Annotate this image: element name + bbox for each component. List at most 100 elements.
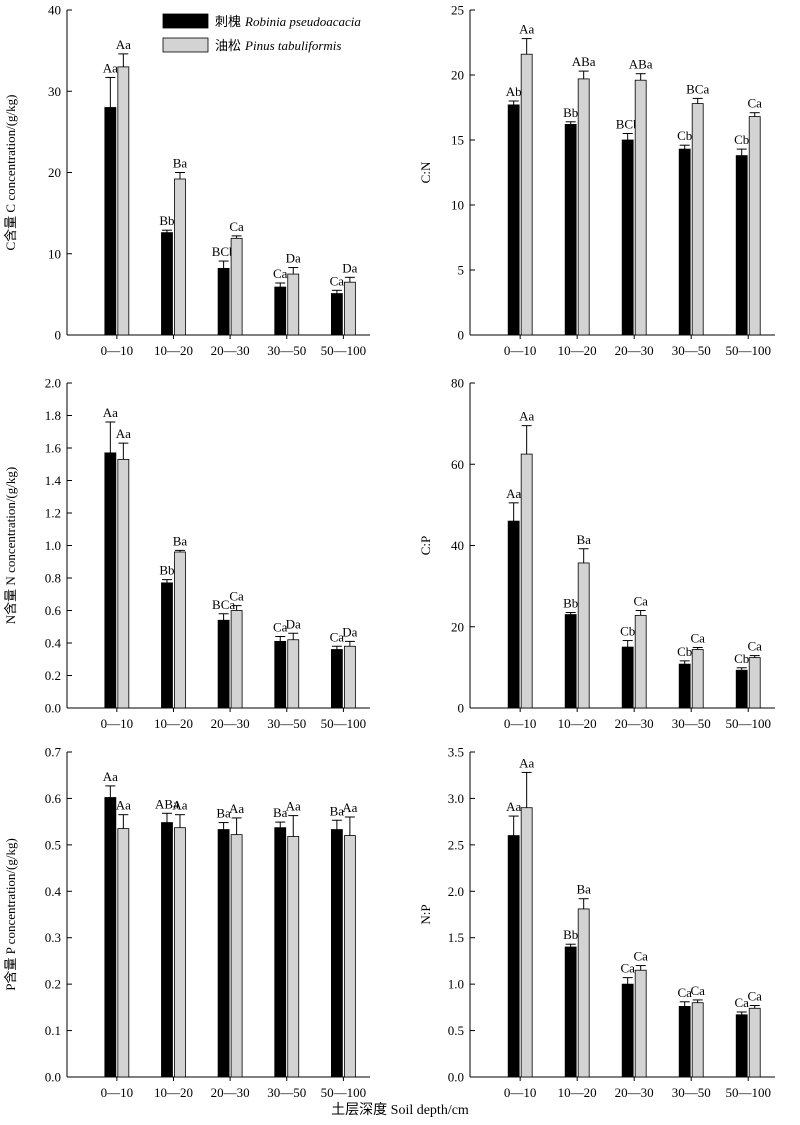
y-tick-label: 0.4 <box>45 884 62 899</box>
y-tick-label: 0.3 <box>45 930 61 945</box>
y-tick-label: 1.0 <box>45 538 61 553</box>
x-tick-label: 0—10 <box>504 716 537 731</box>
bar-pinus <box>748 1007 761 1078</box>
significance-label: Aa <box>342 800 357 815</box>
y-axis-label: N含量 N concentration/(g/kg) <box>3 467 18 624</box>
significance-label: Cb <box>734 651 749 666</box>
significance-label: Ba <box>330 803 345 818</box>
bar-robinia <box>217 267 230 336</box>
bar-robinia <box>104 797 117 1078</box>
bar-robinia <box>330 829 343 1078</box>
bar-pinus <box>343 281 356 336</box>
y-tick-label: 0.0 <box>45 1070 61 1085</box>
chart-panel-1: 0 10 20 30 40 C含量 C concentration/(g/kg) 0—10 A… <box>3 3 370 358</box>
significance-label: Ca <box>633 949 648 964</box>
significance-label: Cb <box>677 128 692 143</box>
significance-label: ABa <box>572 54 596 69</box>
y-tick-label: 2.0 <box>448 884 464 899</box>
bar-pinus <box>691 649 704 709</box>
y-tick-label: 10 <box>48 246 61 261</box>
bar-robinia <box>621 139 634 336</box>
significance-label: Aa <box>116 798 131 813</box>
bar-robinia <box>678 1006 691 1078</box>
bar-robinia <box>507 835 520 1078</box>
bar-pinus <box>520 453 533 709</box>
bar-pinus <box>577 78 590 336</box>
significance-label: Bb <box>159 563 174 578</box>
bar-robinia <box>735 669 748 709</box>
significance-label: Aa <box>519 409 534 424</box>
significance-label: Bb <box>563 927 578 942</box>
y-tick-label: 15 <box>451 133 464 148</box>
x-tick-label: 20—30 <box>211 343 250 358</box>
bar-robinia <box>104 452 117 709</box>
bar-pinus <box>174 178 186 336</box>
bar-robinia <box>507 520 520 709</box>
significance-label: Cb <box>677 644 692 659</box>
significance-label: Bb <box>159 213 174 228</box>
bar-pinus <box>520 53 533 336</box>
y-tick-label: 30 <box>48 84 61 99</box>
significance-label: Ca <box>677 985 692 1000</box>
x-tick-label: 10—20 <box>154 343 193 358</box>
x-tick-label: 10—20 <box>558 716 597 731</box>
x-tick-label: 20—30 <box>615 343 654 358</box>
bar-robinia <box>161 582 173 709</box>
significance-label: Aa <box>103 60 118 75</box>
significance-label: Cb <box>620 624 635 639</box>
y-axis-label: C:P <box>418 536 433 556</box>
bar-robinia <box>564 946 577 1078</box>
x-tick-label: 10—20 <box>558 1085 597 1100</box>
bar-pinus <box>117 458 130 709</box>
significance-label: Aa <box>506 486 521 501</box>
legend-swatch-pinus <box>162 37 209 53</box>
bar-pinus <box>520 807 533 1078</box>
significance-label: Ba <box>576 882 591 897</box>
y-axis-label: C含量 C concentration/(g/kg) <box>3 95 18 251</box>
chart-panel-2: 0 5 10 15 20 25 C:N 0—10 Ab Aa 10—20 Bb ABa 20—30 BCb A… <box>418 3 775 358</box>
y-tick-label: 20 <box>48 165 61 180</box>
bar-pinus <box>634 969 647 1078</box>
y-tick-label: 2.5 <box>448 837 464 852</box>
bar-robinia <box>621 646 634 709</box>
chart-panel-5: 0.0 0.1 0.2 0.3 0.4 0.5 0.6 0.7 P含量 P concentrat… <box>3 745 370 1100</box>
significance-label: Aa <box>103 769 118 784</box>
bar-robinia <box>735 1014 748 1078</box>
y-tick-label: 1.0 <box>448 977 464 992</box>
chart-panel-3: 0.0 0.2 0.4 0.6 0.8 1.0 1.2 1.4 1.6 1.8 2.0 N含量 N c… <box>3 376 370 731</box>
bar-pinus <box>287 639 300 709</box>
x-tick-label: 0—10 <box>101 343 134 358</box>
bar-robinia <box>564 124 577 336</box>
bar-robinia <box>161 822 173 1078</box>
x-tick-label: 10—20 <box>154 1085 193 1100</box>
significance-label: Ca <box>330 273 345 288</box>
significance-label: Ba <box>216 806 231 821</box>
y-axis-label: N:P <box>418 904 433 924</box>
bar-pinus <box>174 551 186 709</box>
bar-pinus <box>287 836 300 1078</box>
y-tick-label: 0.6 <box>45 603 62 618</box>
significance-label: Cb <box>734 132 749 147</box>
y-tick-label: 40 <box>48 3 61 18</box>
x-tick-label: 30—50 <box>267 716 306 731</box>
significance-label: Da <box>342 624 357 639</box>
significance-label: Aa <box>103 405 118 420</box>
significance-label: Ba <box>173 156 188 171</box>
y-tick-label: 1.5 <box>448 930 464 945</box>
y-tick-label: 3.5 <box>448 745 464 760</box>
x-tick-label: 30—50 <box>267 343 306 358</box>
y-tick-label: 1.4 <box>45 473 62 488</box>
significance-label: Bb <box>563 105 578 120</box>
x-tick-label: 0—10 <box>504 1085 537 1100</box>
bar-robinia <box>274 286 287 336</box>
y-tick-label: 1.8 <box>45 408 61 423</box>
y-tick-label: 5 <box>458 263 465 278</box>
bar-robinia <box>507 104 520 336</box>
y-tick-label: 2.0 <box>45 376 61 391</box>
legend-label-robinia: 刺槐 Robinia pseudoacacia <box>215 14 361 29</box>
bar-pinus <box>117 828 130 1078</box>
bar-pinus <box>343 645 356 709</box>
y-tick-label: 60 <box>451 457 464 472</box>
significance-label: Aa <box>519 755 534 770</box>
